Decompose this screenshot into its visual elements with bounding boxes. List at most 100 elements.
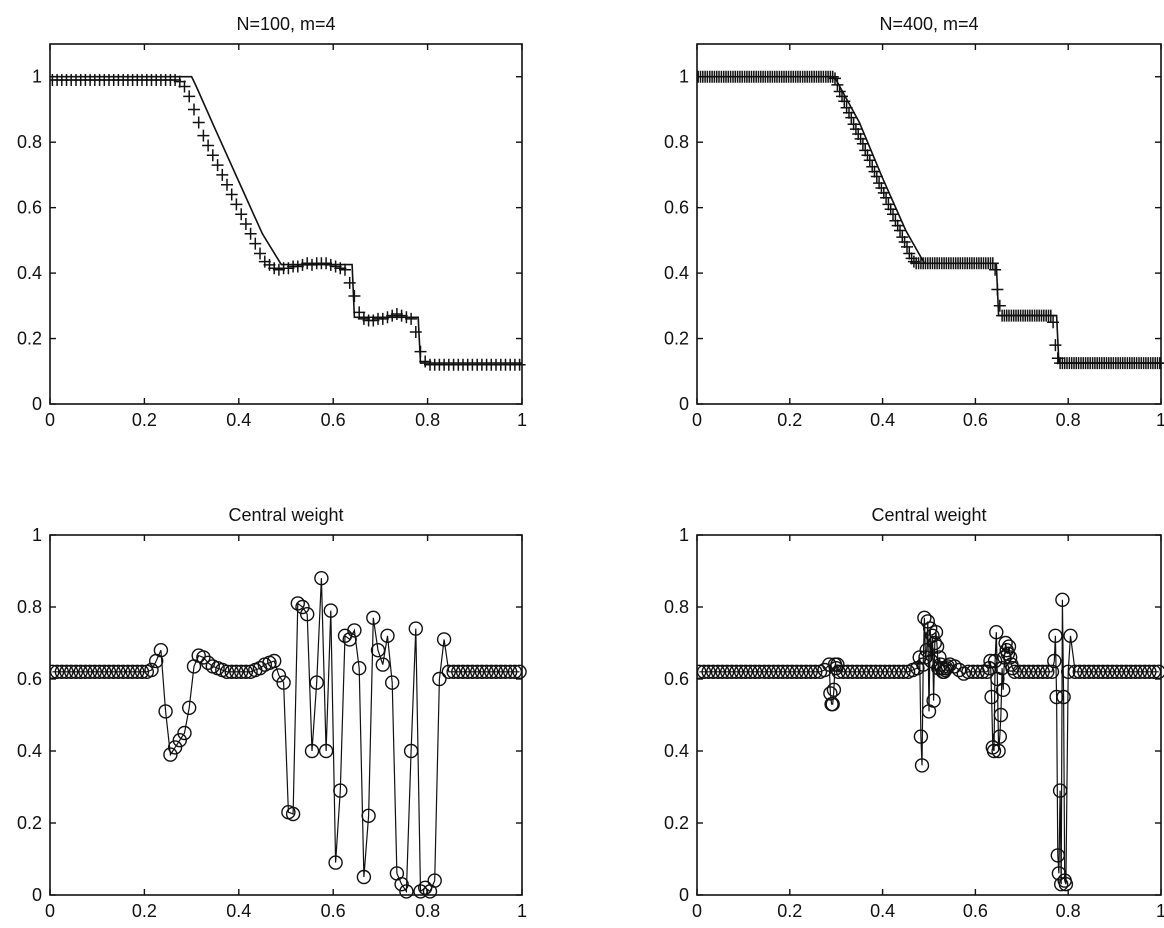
data-point-circle [724, 664, 739, 679]
data-point-circle [271, 668, 287, 683]
data-point-circle [1007, 664, 1022, 679]
data-point-circle [394, 877, 409, 892]
panel-3: Central weight 0 0.2 0.4 0.6 0.8 1 0 0.2 0.4 0.6 0.… [17, 505, 527, 921]
data-point-circle [1142, 664, 1157, 679]
data-point-plus [884, 203, 897, 216]
data-point-plus [875, 182, 888, 194]
y-tick-label: 0.8 [664, 597, 689, 617]
data-point-plus [887, 208, 899, 221]
x-tick-label: 0.4 [226, 901, 251, 921]
axes-frame [49, 534, 523, 896]
x-tick-label: 0.6 [963, 410, 988, 430]
y-tick-label: 0.8 [664, 132, 689, 152]
data-point-circle [887, 664, 902, 679]
data-point-circle [50, 664, 65, 679]
data-point-circle [993, 707, 1009, 723]
data-point-plus [343, 276, 356, 289]
data-point-circle [285, 806, 301, 822]
series-line [50, 75, 522, 364]
data-point-circle [385, 675, 400, 690]
data-point-circle [323, 603, 338, 618]
data-point-circle [375, 657, 390, 672]
y-tick-label: 0.2 [17, 329, 42, 349]
data-point-circle [267, 653, 282, 669]
y-tick-label: 0.4 [664, 741, 689, 761]
data-point-plus [206, 149, 219, 162]
data-point-circle [73, 664, 88, 679]
data-point-circle [342, 632, 357, 647]
data-point-plus [843, 106, 855, 119]
data-point-circle [766, 664, 781, 679]
data-point-circle [1058, 877, 1074, 892]
x-tick-label: 0.4 [870, 410, 895, 430]
data-point-circle [928, 625, 944, 640]
data-point-plus [221, 178, 233, 191]
data-point-circle [163, 747, 178, 762]
data-point-circle [863, 664, 879, 679]
data-point-plus [891, 219, 904, 232]
data-point-circle [784, 664, 800, 679]
data-point-circle [965, 664, 981, 679]
data-point-circle [1091, 664, 1106, 679]
data-point-circle [1030, 664, 1046, 679]
data-point-circle [1132, 664, 1148, 679]
data-point-circle [304, 743, 320, 759]
data-point-circle [507, 664, 523, 679]
y-tick-label: 0.2 [664, 813, 689, 833]
data-point-circle [1095, 664, 1111, 679]
panel-title: N=400, m=4 [879, 14, 978, 34]
data-point-circle [1000, 646, 1016, 661]
data-point-circle [1067, 664, 1083, 679]
series-line [52, 578, 520, 894]
data-point-circle [418, 880, 433, 895]
data-point-plus [866, 160, 879, 173]
data-point-circle [989, 625, 1004, 640]
data-point-plus [845, 111, 858, 124]
data-point-plus [230, 198, 243, 211]
data-point-circle [803, 664, 818, 679]
data-point-circle [224, 664, 239, 679]
data-point-circle [512, 664, 527, 679]
data-point-plus [414, 345, 427, 358]
data-point-circle [1040, 664, 1055, 679]
data-point-circle [356, 869, 372, 885]
data-point-plus [244, 227, 257, 240]
data-point-plus [854, 132, 867, 145]
data-point-plus [986, 257, 999, 270]
y-tick-label: 0.8 [17, 597, 42, 617]
data-point-plus [856, 137, 869, 150]
data-point-plus [896, 231, 909, 244]
panel-1: N=100, m=4 0 0.2 0.4 0.6 0.8 1 0 0.2 0.4 0.6 0.8 1 [17, 14, 527, 430]
data-point-circle [961, 664, 976, 679]
y-tick-label: 0.4 [17, 741, 42, 761]
data-point-circle [1077, 664, 1092, 679]
data-point-plus [877, 186, 890, 199]
data-point-circle [845, 664, 860, 679]
data-point-plus [1044, 309, 1057, 322]
data-point-plus [225, 188, 238, 201]
data-point-plus [513, 358, 526, 371]
data-point-circle [715, 664, 730, 679]
data-point-plus [254, 247, 266, 260]
data-point-circle [1146, 664, 1162, 679]
data-point-circle [479, 664, 494, 679]
plot-area [50, 571, 527, 899]
data-point-circle [706, 664, 721, 679]
plot-area [50, 74, 526, 371]
data-point-circle [775, 664, 790, 679]
data-point-circle [229, 664, 244, 679]
data-point-plus [831, 78, 844, 91]
data-point-circle [1026, 664, 1041, 679]
data-point-circle [233, 664, 249, 679]
data-point-circle [697, 664, 712, 679]
data-point-circle [484, 664, 499, 679]
data-point-circle [914, 758, 930, 773]
data-point-circle [82, 664, 98, 679]
data-point-plus [880, 191, 893, 204]
y-tick-label: 1 [679, 525, 689, 545]
data-point-circle [720, 664, 735, 679]
x-tick-label: 1 [1156, 410, 1164, 430]
data-point-circle [859, 664, 874, 679]
data-point-circle [167, 740, 183, 755]
data-point-circle [794, 664, 809, 679]
